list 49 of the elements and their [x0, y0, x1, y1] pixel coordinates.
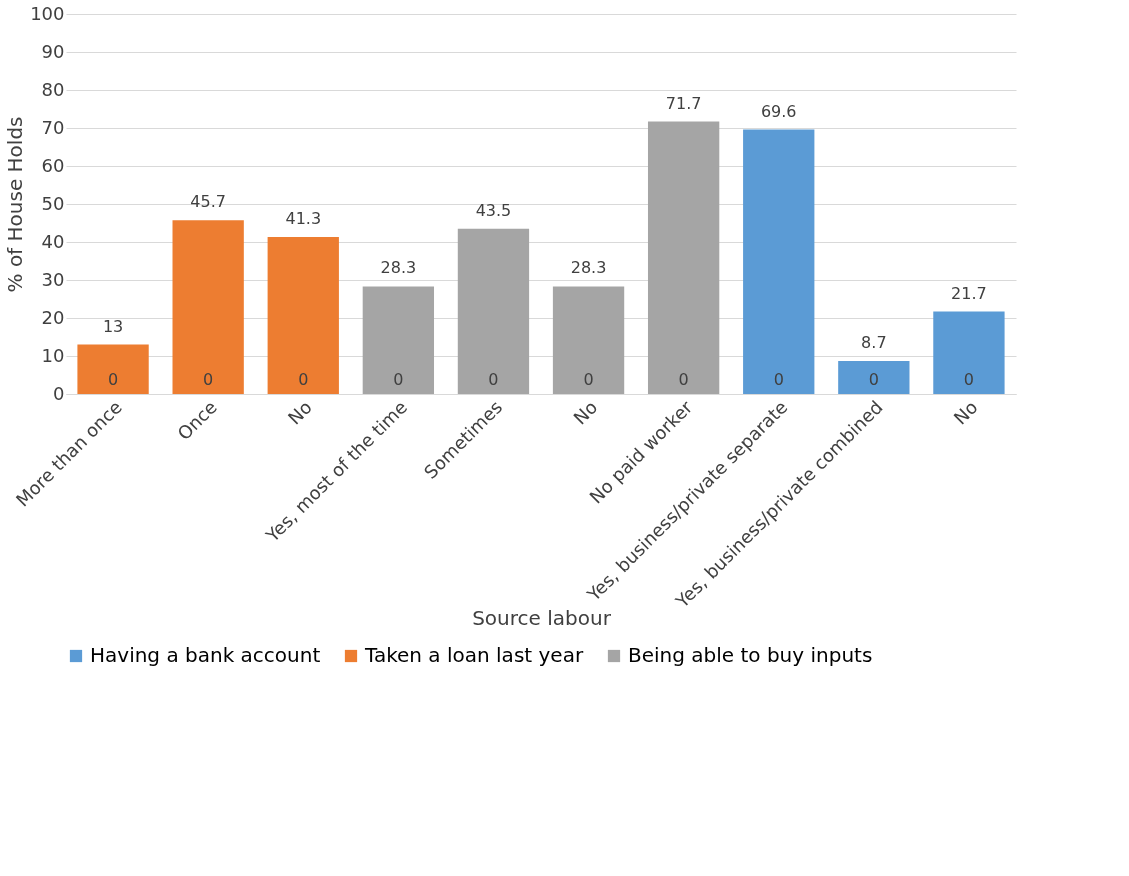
data-label: 71.7 — [665, 93, 702, 113]
data-label: 0 — [203, 370, 214, 389]
bar — [362, 286, 435, 394]
legend-label: Having a bank account — [90, 643, 321, 667]
x-axis-title: Source labour — [472, 605, 612, 630]
y-tick-label: 10 — [41, 344, 65, 366]
data-label: 0 — [298, 370, 309, 389]
bar — [457, 228, 530, 394]
data-label: 45.7 — [190, 192, 226, 212]
data-label: 0 — [678, 370, 689, 389]
y-tick-label: 20 — [41, 306, 65, 328]
data-label: 0 — [868, 370, 879, 389]
bar — [267, 237, 339, 394]
y-tick-label: 70 — [41, 116, 65, 138]
y-tick-label: 50 — [41, 192, 65, 214]
y-tick-label: 90 — [41, 40, 65, 62]
x-tick-label: No — [569, 396, 602, 429]
bar — [552, 286, 625, 394]
data-label: 28.3 — [380, 258, 417, 278]
data-label: 43.5 — [475, 200, 512, 220]
data-label: 13 — [102, 316, 124, 336]
y-tick-label: 0 — [53, 382, 65, 404]
data-label: 0 — [583, 370, 594, 389]
data-label: 8.7 — [861, 332, 887, 352]
y-tick-label: 60 — [41, 154, 65, 176]
y-tick-label: 40 — [41, 230, 65, 252]
legend-label: Being able to buy inputs — [628, 643, 873, 667]
y-tick-label: 100 — [30, 2, 65, 24]
bar — [647, 121, 720, 394]
data-label: 41.3 — [285, 209, 322, 229]
data-label: 69.6 — [760, 101, 797, 121]
data-label: 0 — [393, 370, 404, 389]
data-label: 0 — [773, 370, 784, 389]
bar — [743, 129, 815, 394]
data-label: 0 — [963, 370, 975, 389]
bar — [77, 344, 149, 394]
legend-label: Taken a loan last year — [364, 643, 584, 667]
data-label: 0 — [107, 370, 119, 389]
data-label: 21.7 — [951, 283, 987, 303]
x-tick-label: No — [283, 396, 316, 429]
y-tick-label: 30 — [41, 268, 65, 290]
x-tick-label: No — [949, 396, 982, 429]
y-tick-label: 80 — [41, 78, 65, 100]
data-label: 28.3 — [570, 258, 607, 278]
bar — [933, 311, 1005, 394]
bar — [838, 360, 910, 394]
data-label: 0 — [488, 370, 499, 389]
y-axis-title: % of House Holds — [3, 116, 28, 293]
bar — [172, 220, 244, 394]
